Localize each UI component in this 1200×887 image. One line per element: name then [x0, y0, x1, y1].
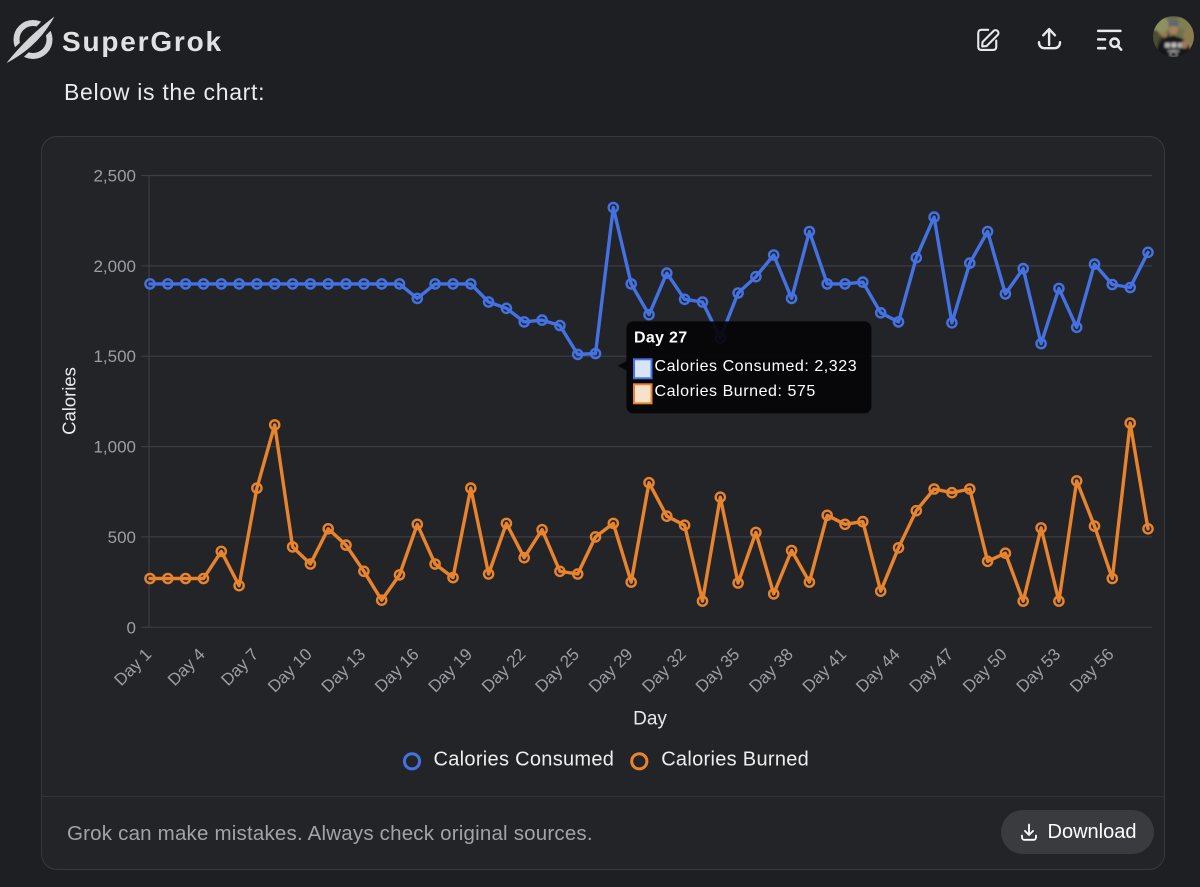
svg-text:Day 16: Day 16: [371, 645, 423, 697]
svg-text:Day 27: Day 27: [634, 330, 687, 347]
svg-text:Calories Burned: 575: Calories Burned: 575: [655, 383, 816, 400]
svg-text:Day 13: Day 13: [318, 645, 370, 697]
svg-text:Day 32: Day 32: [638, 645, 690, 697]
svg-text:Day 22: Day 22: [478, 645, 530, 697]
svg-text:2,500: 2,500: [93, 167, 136, 186]
svg-text:2,000: 2,000: [93, 257, 136, 276]
svg-text:Day 44: Day 44: [852, 645, 904, 697]
svg-text:0: 0: [127, 618, 136, 637]
svg-text:Day 41: Day 41: [799, 645, 851, 697]
svg-text:Calories Burned: Calories Burned: [661, 749, 809, 771]
svg-text:Day 53: Day 53: [1013, 645, 1065, 697]
svg-text:Day 29: Day 29: [585, 645, 637, 697]
svg-text:Day 7: Day 7: [217, 645, 262, 690]
svg-text:Day 38: Day 38: [745, 645, 797, 697]
svg-text:Day 4: Day 4: [164, 645, 209, 690]
svg-text:1,500: 1,500: [93, 347, 136, 366]
svg-text:Day 56: Day 56: [1066, 645, 1118, 697]
svg-text:Day: Day: [633, 708, 667, 729]
svg-text:Day 47: Day 47: [906, 645, 958, 697]
svg-text:Day 19: Day 19: [425, 645, 477, 697]
svg-text:Day 35: Day 35: [692, 645, 744, 697]
svg-text:Day 50: Day 50: [959, 645, 1011, 697]
svg-text:Calories Consumed: Calories Consumed: [434, 749, 615, 771]
svg-text:Day 10: Day 10: [264, 645, 316, 697]
svg-text:Calories: Calories: [59, 367, 80, 435]
svg-text:Day 25: Day 25: [531, 645, 583, 697]
svg-text:500: 500: [108, 528, 136, 547]
svg-text:1,000: 1,000: [93, 438, 136, 457]
svg-text:Calories Consumed: 2,323: Calories Consumed: 2,323: [655, 358, 858, 375]
svg-text:Day 1: Day 1: [110, 645, 155, 690]
